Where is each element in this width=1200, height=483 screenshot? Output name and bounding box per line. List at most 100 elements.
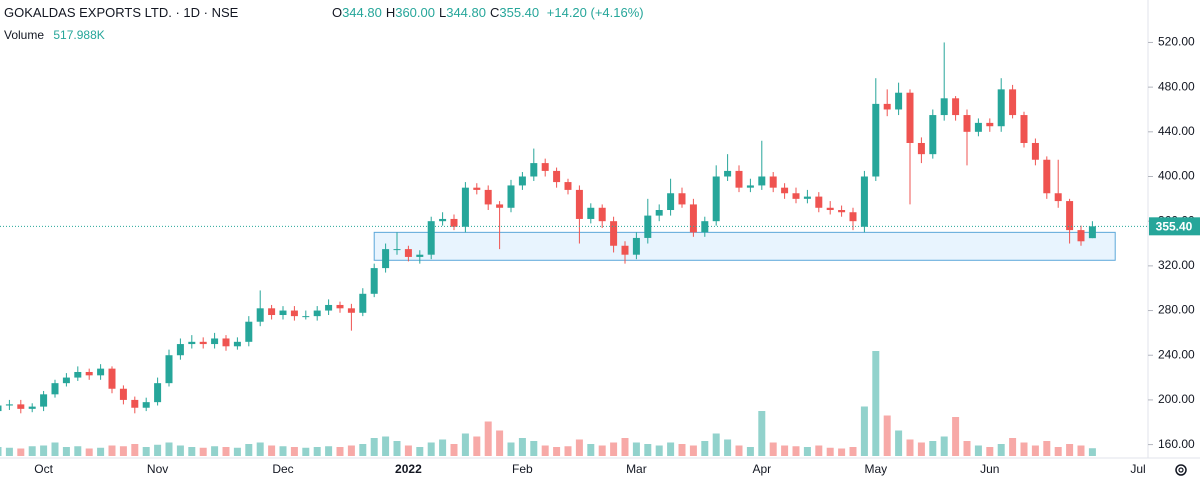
volume-title: Volume (4, 28, 45, 42)
candle-body (587, 207, 595, 219)
candle-body (325, 304, 333, 311)
volume-bar (188, 447, 196, 456)
volume-bar (74, 446, 82, 456)
candle-body (815, 196, 823, 208)
candle-body (838, 210, 846, 213)
volume-bar (473, 436, 481, 456)
candle-body (188, 341, 196, 345)
candle-body (427, 221, 435, 255)
volume-bar (803, 447, 811, 456)
volume-bar (165, 442, 173, 456)
candle-body (1054, 193, 1062, 202)
candle-body (883, 103, 891, 110)
volume-bar (279, 446, 287, 456)
volume-bar (199, 447, 207, 456)
volume-bar (940, 436, 948, 456)
candle-body (621, 245, 629, 255)
candle-body (701, 221, 709, 233)
volume-bar (119, 446, 127, 456)
candle-body (268, 308, 276, 316)
volume-bar (359, 444, 367, 456)
x-tick-label: Apr (752, 462, 771, 476)
volume-bar (792, 446, 800, 456)
volume-bar (952, 417, 960, 456)
volume-bar (655, 445, 663, 456)
ohlc-legend: O344.80 H360.00 L344.80 C355.40 (332, 5, 543, 20)
volume-bar (245, 444, 253, 456)
candle-body (872, 103, 880, 177)
plot-area (0, 42, 1116, 456)
candle-body (336, 304, 344, 309)
candle-body (51, 383, 59, 395)
settings-icon[interactable] (1175, 464, 1187, 476)
volume-bar (632, 442, 640, 456)
candle-body (347, 308, 355, 313)
candle-body (678, 193, 686, 205)
candle-body (62, 377, 70, 384)
candle-body (416, 254, 424, 257)
candle-body (473, 187, 481, 190)
volume-bar (40, 445, 48, 456)
volume-bar (302, 447, 310, 456)
candle-body (895, 92, 903, 110)
x-tick-label: Feb (512, 462, 533, 476)
volume-bar (689, 445, 697, 456)
volume-bar (883, 415, 891, 456)
candle-body (85, 371, 93, 376)
volume-bar (701, 441, 709, 456)
y-tick-label: 160.00 (1158, 437, 1195, 451)
x-tick-label: May (864, 462, 887, 476)
last-price-box (1149, 217, 1200, 236)
volume-bar (518, 438, 526, 456)
ohlc-key: O (331, 5, 343, 20)
candle-body (929, 115, 937, 155)
volume-bar (142, 447, 150, 456)
candle-body (598, 207, 606, 222)
candle-body (393, 249, 401, 251)
volume-bar (906, 439, 914, 456)
candle-body (154, 383, 162, 403)
volume-bar (154, 444, 162, 456)
candle-body (792, 193, 800, 199)
volume-bar (860, 406, 868, 456)
volume-bar (575, 439, 583, 456)
volume-bar (85, 448, 93, 456)
candle-body (359, 293, 367, 313)
candle-body (370, 268, 378, 294)
x-tick-label: Dec (272, 462, 293, 476)
volume-bar (336, 447, 344, 456)
candle-body (461, 187, 469, 227)
candle-body (496, 204, 504, 208)
volume-bar (1077, 445, 1085, 456)
volume-bar (644, 444, 652, 456)
candle-body (450, 218, 458, 227)
candle-body (826, 207, 834, 211)
x-tick-label: Nov (147, 462, 168, 476)
volume-bar (724, 439, 732, 456)
candle-body (439, 218, 447, 222)
candle-body (142, 402, 150, 408)
volume-bar (233, 447, 241, 456)
candle-body (0, 405, 2, 412)
volume-bar (678, 444, 686, 456)
volume-bar (564, 446, 572, 456)
volume-bar (712, 433, 720, 456)
volume-bar (929, 441, 937, 456)
volume-bar (746, 447, 754, 456)
ohlc-key: L (438, 5, 447, 20)
volume-bar (17, 448, 25, 456)
candle-body (165, 355, 173, 384)
candle-body (382, 249, 390, 269)
x-tick-label: Jun (980, 462, 999, 476)
volume-bar (427, 442, 435, 456)
volume-bar (530, 441, 538, 456)
volume-bar (268, 445, 276, 456)
candle-body (176, 344, 184, 356)
volume-bar (838, 448, 846, 456)
volume-bar (0, 447, 2, 456)
x-tick-label: Jul (1130, 462, 1145, 476)
y-tick-label: 280.00 (1158, 303, 1195, 317)
volume-bar (758, 411, 766, 456)
candle-body (17, 404, 25, 409)
candle-body (712, 176, 720, 222)
